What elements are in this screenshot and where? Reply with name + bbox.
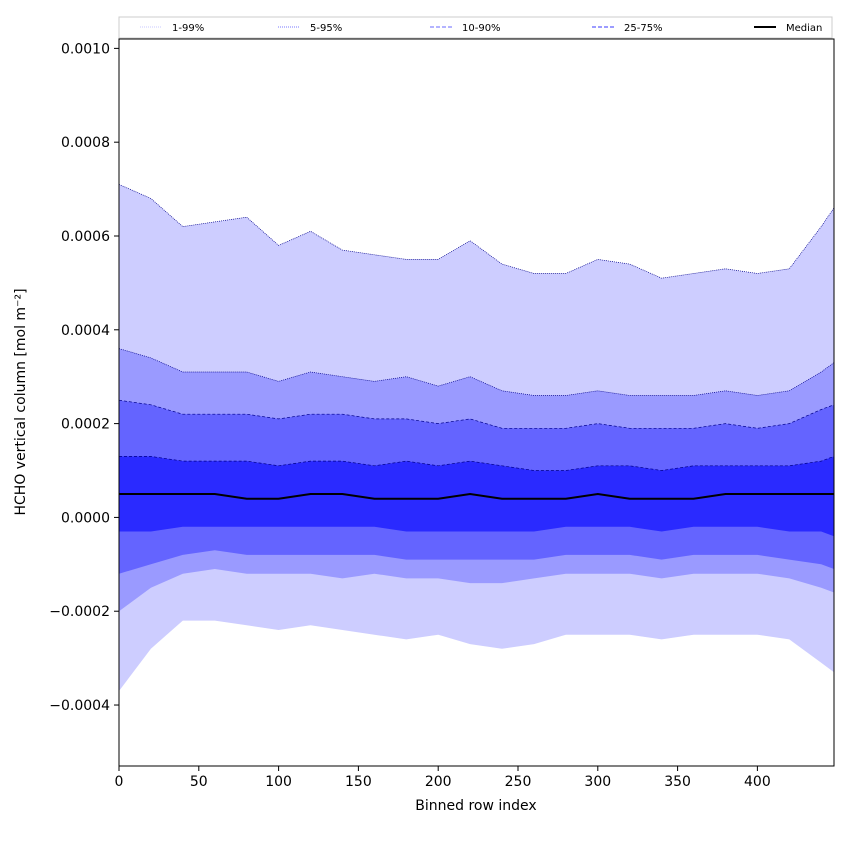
x-tick-label: 350: [664, 774, 691, 790]
band-upper-line-10-90%: [119, 399, 834, 429]
legend-box: [118, 16, 833, 39]
x-tick-label: 250: [505, 774, 532, 790]
x-tick-label: 0: [115, 774, 124, 790]
x-tick-label: 50: [190, 774, 208, 790]
y-tick-label: 0.0008: [61, 135, 110, 151]
y-tick-label: −0.0002: [49, 604, 110, 620]
band-upper-line-25-75%: [119, 456, 834, 471]
median-layer: [119, 492, 834, 500]
y-tick-label: 0.0006: [61, 229, 110, 245]
legend-label: 25-75%: [624, 23, 663, 34]
y-axis: −0.0004 −0.0002 0.0000 0.0002 0.0004 0.0006 0.…: [49, 41, 119, 714]
median-line: [119, 492, 834, 500]
x-tick-label: 400: [744, 774, 771, 790]
legend-label: 1-99%: [172, 23, 204, 34]
bands-layer: [119, 184, 834, 691]
x-tick-label: 150: [345, 774, 372, 790]
y-tick-label: 0.0010: [61, 41, 110, 57]
legend-label: Median: [786, 23, 822, 34]
band-upper-line-1-99%: [119, 184, 834, 279]
y-tick-label: 0.0004: [61, 323, 110, 339]
legend-label: 10-90%: [462, 23, 501, 34]
legend: 1-99% 5-95% 10-90% 25-75% Median: [118, 16, 833, 39]
x-axis-label: Binned row index: [415, 798, 536, 814]
y-tick-label: 0.0002: [61, 417, 110, 433]
legend-label: 5-95%: [310, 23, 342, 34]
band-upper-line-5-95%: [119, 348, 834, 396]
x-tick-label: 300: [584, 774, 611, 790]
x-axis: 0 50 100 150 200 250 300 350 400: [115, 766, 771, 790]
band-25-75%: [119, 456, 834, 537]
plot-frame: [118, 38, 835, 767]
y-axis-label: HCHO vertical column [mol m⁻²]: [13, 288, 29, 515]
x-tick-label: 100: [265, 774, 292, 790]
x-tick-label: 200: [425, 774, 452, 790]
y-tick-label: 0.0000: [61, 510, 110, 526]
y-tick-label: −0.0004: [49, 698, 110, 714]
